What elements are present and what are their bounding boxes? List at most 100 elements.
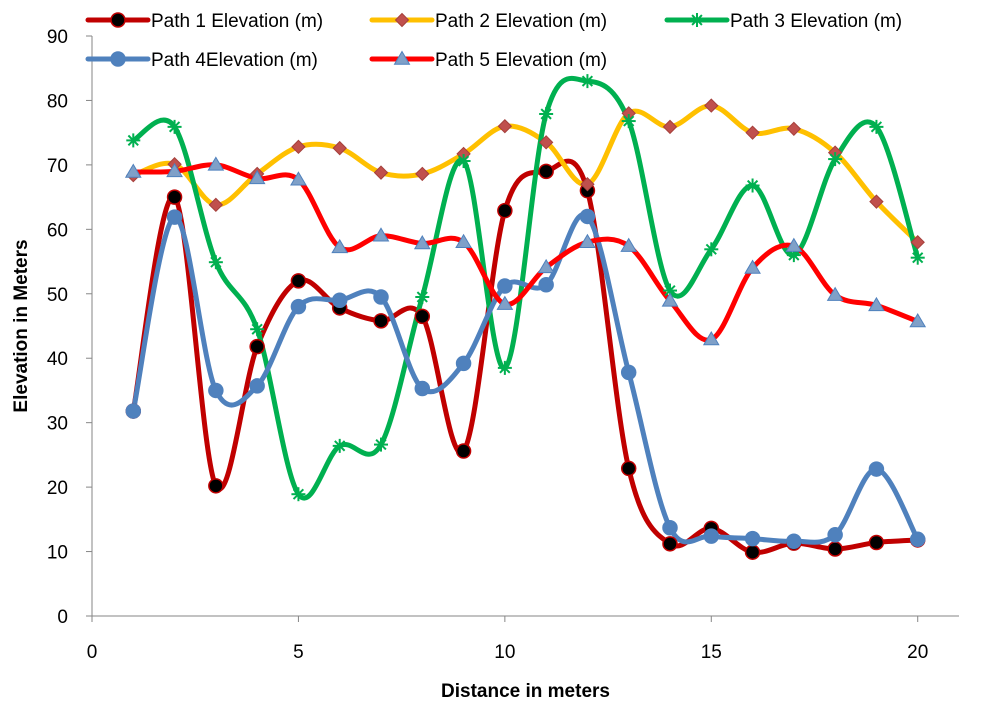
- data-point: [291, 139, 306, 155]
- data-point: [620, 364, 637, 381]
- x-axis-title: Distance in meters: [441, 681, 610, 702]
- series-line-3: [130, 75, 921, 501]
- x-tick-label: 15: [701, 642, 722, 663]
- legend-label: Path 1 Elevation (m): [151, 11, 323, 32]
- legend: Path 1 Elevation (m) Path 2 Elevation (m)…: [85, 11, 902, 71]
- data-point: [745, 125, 760, 140]
- data-point: [826, 286, 844, 301]
- legend-item-4: Path 4Elevation (m): [85, 50, 318, 71]
- data-point: [208, 382, 224, 399]
- data-point: [331, 292, 348, 308]
- data-point: [745, 178, 760, 193]
- data-point: [290, 298, 307, 315]
- data-point: [456, 154, 471, 169]
- data-point: [786, 121, 802, 137]
- data-point: [661, 292, 679, 307]
- data-point: [910, 235, 925, 250]
- legend-item-2: Path 2 Elevation (m): [369, 11, 607, 32]
- data-point: [291, 487, 306, 502]
- data-point: [620, 237, 638, 252]
- data-point: [455, 443, 472, 459]
- legend-marker: [110, 51, 126, 67]
- data-point: [374, 437, 388, 452]
- y-tick-label: 0: [57, 607, 68, 628]
- series-markers-1: [125, 163, 926, 560]
- data-point: [538, 135, 554, 150]
- data-point: [249, 378, 265, 394]
- data-point: [537, 258, 555, 274]
- series-markers-3: [126, 74, 925, 502]
- data-point: [497, 202, 513, 219]
- data-point: [868, 296, 885, 312]
- x-tick-label: 5: [293, 642, 304, 663]
- data-point: [373, 313, 389, 329]
- data-point: [662, 536, 678, 552]
- y-tick-label: 30: [47, 414, 68, 435]
- data-point: [331, 238, 349, 254]
- data-point: [415, 290, 430, 304]
- x-tick-label: 0: [87, 642, 98, 663]
- data-point: [827, 541, 843, 557]
- legend-label: Path 4Elevation (m): [151, 50, 318, 71]
- data-point: [250, 322, 265, 337]
- series-line-5: [130, 162, 921, 343]
- data-point: [249, 338, 265, 355]
- data-point: [538, 163, 554, 180]
- data-point: [703, 528, 720, 544]
- data-point: [620, 460, 637, 477]
- data-point: [208, 255, 223, 270]
- data-point: [580, 74, 595, 89]
- data-point: [621, 114, 636, 129]
- data-point: [909, 313, 927, 328]
- y-axis-title: Elevation in Meters: [11, 239, 32, 412]
- data-point: [208, 197, 224, 213]
- data-point: [702, 331, 720, 346]
- legend-label: Path 3 Elevation (m): [730, 11, 902, 32]
- data-point: [744, 259, 761, 274]
- data-point: [167, 119, 182, 134]
- legend-item-3: Path 3 Elevation (m): [664, 11, 902, 32]
- data-point: [786, 533, 802, 549]
- data-point: [704, 242, 719, 257]
- series-markers-5: [124, 156, 927, 346]
- data-point: [373, 289, 389, 305]
- legend-item-1: Path 1 Elevation (m): [85, 11, 323, 32]
- data-point: [496, 295, 514, 310]
- series-lines: [130, 75, 921, 556]
- data-point: [868, 534, 885, 551]
- data-point: [497, 119, 513, 134]
- data-point: [414, 380, 431, 397]
- data-point: [414, 308, 431, 325]
- legend-marker: [393, 50, 411, 65]
- data-point: [125, 403, 142, 419]
- axes: 0 10 20 30 40 50 60 70 80 90 0 5 10 15 20: [47, 27, 959, 663]
- legend-label: Path 2 Elevation (m): [435, 11, 607, 32]
- y-tick-label: 70: [47, 156, 68, 177]
- data-point: [497, 278, 513, 294]
- series-markers-4: [125, 208, 926, 549]
- y-tick-label: 20: [47, 478, 68, 499]
- data-point: [539, 106, 554, 121]
- data-point: [290, 273, 307, 289]
- series-line-1: [130, 158, 921, 556]
- data-point: [124, 163, 142, 178]
- legend-marker: [394, 12, 410, 28]
- data-point: [744, 544, 761, 560]
- data-point: [827, 527, 843, 543]
- data-point: [332, 438, 347, 453]
- data-point: [785, 237, 803, 252]
- data-point: [455, 355, 472, 372]
- data-point: [126, 133, 141, 148]
- data-point: [207, 156, 225, 171]
- data-point: [372, 227, 390, 242]
- data-point: [166, 209, 183, 225]
- data-point: [662, 519, 678, 536]
- data-point: [579, 208, 596, 225]
- data-point: [910, 250, 925, 265]
- y-tick-label: 60: [47, 220, 68, 241]
- y-tick-label: 90: [47, 27, 68, 48]
- legend-marker: [110, 12, 126, 28]
- data-point: [208, 478, 224, 494]
- legend-item-5: Path 5 Elevation (m): [369, 50, 607, 71]
